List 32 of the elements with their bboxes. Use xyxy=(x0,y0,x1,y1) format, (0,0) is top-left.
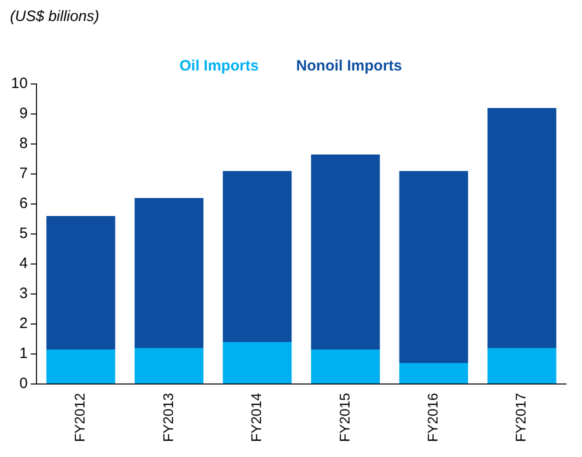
y-tick-label: 5 xyxy=(19,225,28,242)
bar xyxy=(311,154,380,350)
bar xyxy=(134,348,204,384)
y-tick-label: 9 xyxy=(19,105,28,122)
x-tick-label: FY2016 xyxy=(424,392,441,442)
y-tick-label: 3 xyxy=(19,285,28,302)
text: Nonoil Imports xyxy=(296,58,402,75)
x-tick-label: FY2014 xyxy=(248,392,264,442)
y-tick-label: 8 xyxy=(19,135,28,152)
bar xyxy=(222,342,292,384)
bar xyxy=(487,348,556,384)
bar xyxy=(399,362,468,384)
x-tick-label: FY2013 xyxy=(160,392,176,442)
x-tick-label: FY2015 xyxy=(336,392,352,442)
x-tick-label: FY2017 xyxy=(512,392,529,442)
text: Oil Imports xyxy=(180,58,259,75)
y-tick-label: 6 xyxy=(19,195,28,212)
x-tick-label: FY2012 xyxy=(72,392,88,442)
bar xyxy=(222,170,292,342)
y-tick-label: 7 xyxy=(19,165,28,182)
y-tick-label: 1 xyxy=(19,345,28,362)
y-axis-title: (US$ billions) xyxy=(10,8,100,25)
y-tick-label: 2 xyxy=(19,315,28,332)
bar xyxy=(487,108,556,348)
y-tick-label: 0 xyxy=(19,375,28,392)
y-tick-label: 10 xyxy=(10,75,28,92)
bar xyxy=(134,198,204,348)
bar xyxy=(399,170,468,363)
bar xyxy=(46,216,116,350)
bar xyxy=(46,349,116,384)
y-tick-label: 4 xyxy=(19,255,28,272)
bar xyxy=(311,349,380,384)
